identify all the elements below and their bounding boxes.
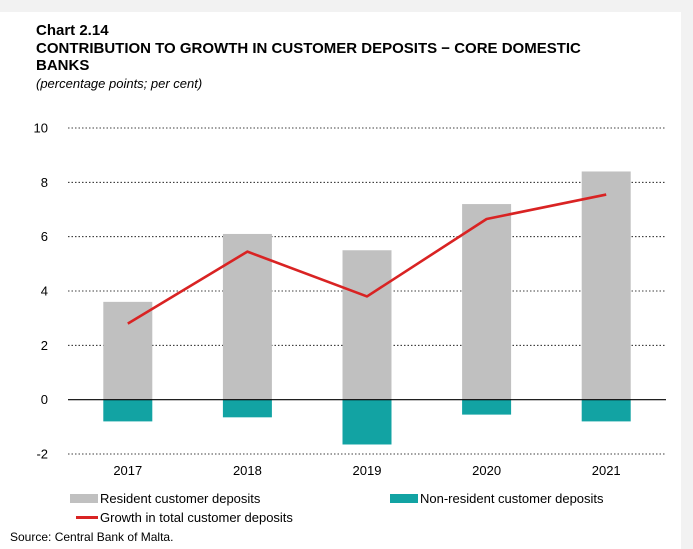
legend-label-resident: Resident customer deposits	[100, 491, 261, 506]
x-tick-label: 2018	[233, 463, 262, 478]
legend-item-total: Growth in total customer deposits	[76, 510, 293, 525]
legend-label-total: Growth in total customer deposits	[100, 510, 293, 525]
legend-swatch-total	[76, 516, 98, 519]
bar-resident	[581, 171, 631, 400]
x-tick-label: 2020	[472, 463, 501, 478]
y-tick-label: -2	[36, 447, 48, 462]
bar-non-resident	[222, 399, 272, 418]
bar-resident	[342, 250, 392, 400]
y-tick-label: 4	[41, 284, 48, 299]
legend-item-resident: Resident customer deposits	[70, 491, 260, 506]
bar-non-resident	[581, 399, 631, 422]
y-tick-label: 0	[41, 392, 48, 407]
y-tick-label: 6	[41, 229, 48, 244]
source-note: Source: Central Bank of Malta.	[10, 530, 174, 544]
chart-title: CONTRIBUTION TO GROWTH IN CUSTOMER DEPOS…	[36, 40, 581, 74]
x-tick-label: 2019	[353, 463, 382, 478]
bar-resident	[462, 204, 512, 400]
y-tick-label: 8	[41, 175, 48, 190]
y-tick-label: 2	[41, 338, 48, 353]
y-tick-label: 10	[34, 121, 48, 136]
legend-swatch-non-resident	[390, 494, 418, 503]
legend-item-non-resident: Non-resident customer deposits	[390, 491, 604, 506]
legend-swatch-resident	[70, 494, 98, 503]
bar-non-resident	[462, 399, 512, 415]
chart-number: Chart 2.14	[36, 22, 109, 39]
bar-non-resident	[103, 399, 153, 422]
bar-resident	[103, 301, 153, 400]
chart-subtitle: (percentage points; per cent)	[36, 76, 203, 91]
legend-label-non-resident: Non-resident customer deposits	[420, 491, 604, 506]
x-tick-label: 2021	[592, 463, 621, 478]
bar-non-resident	[342, 399, 392, 445]
x-tick-label: 2017	[113, 463, 142, 478]
